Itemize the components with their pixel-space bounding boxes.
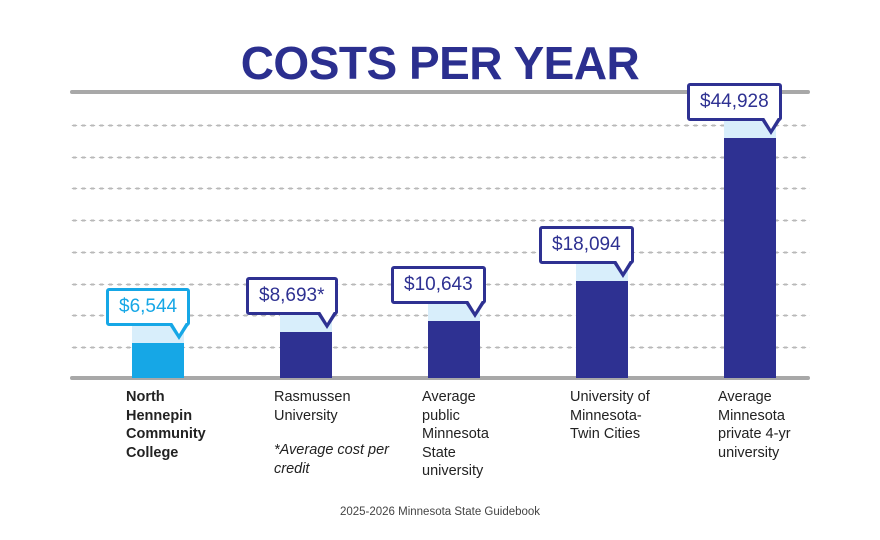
value-callout-label: $44,928 <box>700 91 769 112</box>
value-callout-label: $6,544 <box>119 296 178 317</box>
callout-tail-inner <box>319 310 335 323</box>
bar-5[interactable] <box>724 138 776 378</box>
page-title: COSTS PER YEAR <box>240 37 640 89</box>
x-axis-label-footnote: *Average cost per credit <box>274 442 389 477</box>
gridline <box>70 251 810 254</box>
bar-column <box>724 92 776 378</box>
gridline <box>70 156 810 159</box>
x-axis-label-1: North Hennepin Community College <box>126 389 206 461</box>
x-axis-label-4: University of Minnesota- Twin Cities <box>570 389 650 442</box>
callout-tail-inner <box>467 299 483 312</box>
x-axis-label-5: Average Minnesota private 4-yr university <box>718 389 791 461</box>
gridline <box>70 187 810 190</box>
bar-1[interactable] <box>132 343 184 378</box>
value-callout-1: $6,544 <box>106 288 191 340</box>
bar-3[interactable] <box>428 321 480 378</box>
value-callout-3: $10,643 <box>391 266 486 318</box>
gridline <box>70 219 810 222</box>
bar-chart-plot-area: $6,544 $8,693* $10,643 $18,094 $44,928 <box>70 83 810 378</box>
bar-2[interactable] <box>280 332 332 378</box>
gridline <box>70 124 810 127</box>
value-callout-5: $44,928 <box>687 83 782 135</box>
callout-tail-inner <box>763 116 779 129</box>
bar-column <box>428 92 480 378</box>
bar-4[interactable] <box>576 281 628 378</box>
x-axis-label-2: Rasmussen University *Average cost per cre… <box>274 388 394 478</box>
footer-source-text: 2025-2026 Minnesota State Guidebook <box>339 506 541 518</box>
value-callout-label: $18,094 <box>552 234 621 255</box>
callout-tail-inner <box>171 321 187 334</box>
bar-column <box>280 92 332 378</box>
value-callout-4: $18,094 <box>539 226 634 278</box>
x-axis-label-3: Average public Minnesota State university <box>422 389 489 479</box>
value-callout-label: $10,643 <box>404 274 473 295</box>
value-callout-label: $8,693* <box>259 285 325 306</box>
callout-tail-inner <box>615 259 631 272</box>
value-callout-2: $8,693* <box>246 277 338 329</box>
plot-top-rule <box>70 90 810 94</box>
plot-baseline-rule <box>70 376 810 380</box>
